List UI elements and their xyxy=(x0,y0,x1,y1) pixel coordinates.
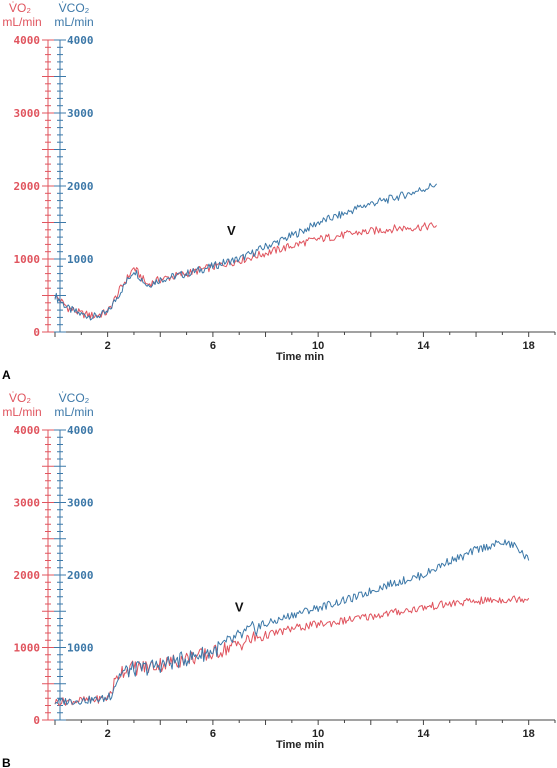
x-tick-label: 2 xyxy=(105,728,111,740)
vo2-axis-unit: mL/min xyxy=(2,15,41,29)
threshold-marker: V xyxy=(227,223,236,238)
vco2-tick-label: 3000 xyxy=(67,107,94,120)
vco2-tick-label: 4000 xyxy=(67,424,94,437)
vo2-tick-label: 0 xyxy=(33,714,40,727)
vco2-tick-label: 1000 xyxy=(67,642,94,655)
vo2-axis-heading: V̇O₂ xyxy=(9,1,31,15)
panel-label: B xyxy=(2,756,11,768)
vco2-series-line xyxy=(54,182,437,321)
x-tick-label: 2 xyxy=(105,340,111,352)
panel-label: A xyxy=(2,368,11,382)
x-tick-label: 14 xyxy=(417,728,430,740)
vo2-tick-label: 4000 xyxy=(14,34,41,47)
x-axis-title: Time min xyxy=(276,739,324,751)
vco2-tick-label: 3000 xyxy=(67,497,94,510)
vo2-tick-label: 0 xyxy=(33,326,40,339)
vo2-tick-label: 4000 xyxy=(14,424,41,437)
x-tick-label: 6 xyxy=(210,340,216,352)
x-tick-label: 10 xyxy=(312,728,324,740)
vco2-axis-unit: mL/min xyxy=(54,405,93,419)
x-tick-label: 18 xyxy=(523,728,535,740)
vo2-series-line xyxy=(54,222,437,319)
vo2-tick-label: 2000 xyxy=(14,180,41,193)
vco2-tick-label: 1000 xyxy=(67,253,94,266)
threshold-marker: V xyxy=(235,599,244,614)
x-tick-label: 14 xyxy=(417,340,430,352)
vco2-series-line xyxy=(54,539,530,706)
vco2-axis-unit: mL/min xyxy=(54,15,93,29)
vco2-tick-label: 2000 xyxy=(67,569,94,582)
x-tick-label: 6 xyxy=(210,728,216,740)
vco2-tick-label: 2000 xyxy=(67,180,94,193)
vo2-axis-unit: mL/min xyxy=(2,405,41,419)
vco2-axis-heading: V̇CO₂ xyxy=(59,1,90,15)
x-tick-label: 10 xyxy=(312,340,324,352)
x-tick-label: 18 xyxy=(523,340,535,352)
vo2-tick-label: 2000 xyxy=(14,569,41,582)
vo2-tick-label: 3000 xyxy=(14,107,41,120)
vo2-axis-heading: V̇O₂ xyxy=(9,391,31,405)
x-axis-title: Time min xyxy=(276,351,324,363)
vo2-tick-label: 1000 xyxy=(14,642,41,655)
vco2-axis-heading: V̇CO₂ xyxy=(59,391,90,405)
vo2-tick-label: 3000 xyxy=(14,497,41,510)
vo2-tick-label: 1000 xyxy=(14,253,41,266)
vco2-tick-label: 4000 xyxy=(67,34,94,47)
